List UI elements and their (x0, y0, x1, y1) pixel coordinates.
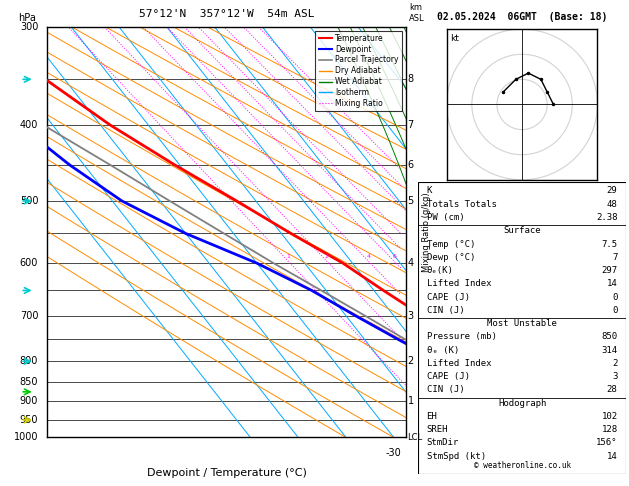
Text: Most Unstable: Most Unstable (487, 319, 557, 328)
Text: 57°12'N  357°12'W  54m ASL: 57°12'N 357°12'W 54m ASL (138, 9, 314, 18)
Text: 4: 4 (367, 254, 370, 259)
Text: 2: 2 (408, 356, 414, 366)
Text: 600: 600 (20, 258, 38, 268)
Text: 6: 6 (408, 160, 414, 170)
Text: 156°: 156° (596, 438, 618, 447)
Text: kt: kt (450, 34, 459, 43)
Text: 800: 800 (20, 356, 38, 366)
Text: 2.38: 2.38 (596, 213, 618, 222)
Legend: Temperature, Dewpoint, Parcel Trajectory, Dry Adiabat, Wet Adiabat, Isotherm, Mi: Temperature, Dewpoint, Parcel Trajectory… (316, 31, 402, 111)
Text: 314: 314 (601, 346, 618, 355)
Text: 28: 28 (607, 385, 618, 394)
Text: Surface: Surface (503, 226, 541, 235)
Text: 4: 4 (408, 258, 414, 268)
Text: StmDir: StmDir (426, 438, 459, 447)
Text: Dewpoint / Temperature (°C): Dewpoint / Temperature (°C) (147, 468, 306, 478)
Text: 7: 7 (408, 120, 414, 130)
Text: 02.05.2024  06GMT  (Base: 18): 02.05.2024 06GMT (Base: 18) (437, 12, 607, 22)
Text: 1000: 1000 (14, 433, 38, 442)
Text: CAPE (J): CAPE (J) (426, 372, 470, 381)
Text: Totals Totals: Totals Totals (426, 200, 496, 209)
Text: 3: 3 (408, 311, 414, 321)
Text: 1: 1 (408, 397, 414, 406)
Text: Temp (°C): Temp (°C) (426, 240, 475, 248)
Text: θₑ(K): θₑ(K) (426, 266, 454, 275)
Text: 0: 0 (612, 293, 618, 301)
Text: © weatheronline.co.uk: © weatheronline.co.uk (474, 461, 571, 470)
Text: EH: EH (426, 412, 437, 421)
Text: 6: 6 (392, 254, 396, 259)
Text: StmSpd (kt): StmSpd (kt) (426, 451, 486, 461)
Text: 297: 297 (601, 266, 618, 275)
Text: 5: 5 (408, 196, 414, 206)
Text: θₑ (K): θₑ (K) (426, 346, 459, 355)
Text: 1: 1 (286, 254, 290, 259)
Text: LCL: LCL (408, 433, 423, 442)
Text: 14: 14 (607, 279, 618, 288)
Text: 900: 900 (20, 397, 38, 406)
Text: hPa: hPa (18, 13, 36, 23)
Text: Lifted Index: Lifted Index (426, 279, 491, 288)
Text: SREH: SREH (426, 425, 448, 434)
Text: PW (cm): PW (cm) (426, 213, 464, 222)
Text: CIN (J): CIN (J) (426, 385, 464, 394)
Text: 2: 2 (325, 254, 329, 259)
Text: -30: -30 (386, 448, 402, 458)
Text: 0: 0 (612, 306, 618, 315)
Text: 48: 48 (607, 200, 618, 209)
Text: 128: 128 (601, 425, 618, 434)
Text: Lifted Index: Lifted Index (426, 359, 491, 368)
Text: 500: 500 (19, 196, 38, 206)
Text: 102: 102 (601, 412, 618, 421)
Text: CIN (J): CIN (J) (426, 306, 464, 315)
Text: 400: 400 (20, 120, 38, 130)
Text: 3: 3 (612, 372, 618, 381)
Text: Dewp (°C): Dewp (°C) (426, 253, 475, 262)
Text: 14: 14 (607, 451, 618, 461)
Text: 2: 2 (612, 359, 618, 368)
Text: 29: 29 (607, 187, 618, 195)
Text: Hodograph: Hodograph (498, 399, 546, 408)
Text: 8: 8 (408, 74, 414, 84)
Text: Pressure (mb): Pressure (mb) (426, 332, 496, 341)
Text: 7.5: 7.5 (601, 240, 618, 248)
Text: 950: 950 (19, 415, 38, 425)
Text: 700: 700 (19, 311, 38, 321)
Text: K: K (426, 187, 432, 195)
Text: 300: 300 (20, 22, 38, 32)
Text: km
ASL: km ASL (409, 3, 425, 23)
Text: Mixing Ratio (g/kg): Mixing Ratio (g/kg) (422, 192, 431, 272)
Text: 850: 850 (19, 377, 38, 387)
Text: 850: 850 (601, 332, 618, 341)
Text: 7: 7 (612, 253, 618, 262)
Text: CAPE (J): CAPE (J) (426, 293, 470, 301)
